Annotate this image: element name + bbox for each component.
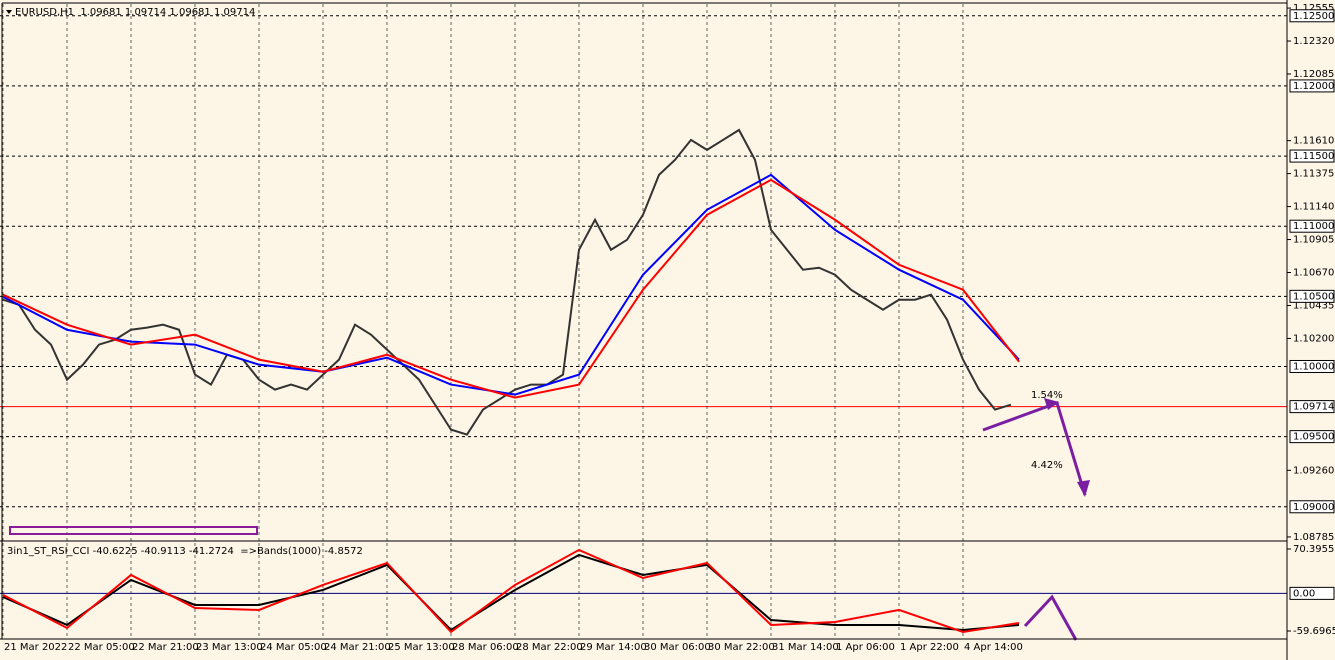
level-box bbox=[1289, 219, 1335, 233]
chart-title: EURUSD,H1 1.09681 1.09714 1.09681 1.0971… bbox=[15, 7, 255, 18]
x-tick-label: 1 Apr 06:00 bbox=[836, 642, 895, 653]
y-tick-label: 1.09260 bbox=[1293, 465, 1334, 476]
y-tick-label: 1.10435 bbox=[1293, 300, 1334, 311]
x-tick-label: 24 Mar 05:00 bbox=[260, 642, 327, 653]
arrow-head bbox=[1044, 398, 1059, 410]
y-tick-label: 1.11140 bbox=[1293, 202, 1334, 213]
x-tick-label: 28 Mar 06:00 bbox=[452, 642, 519, 653]
x-tick-label: 28 Mar 22:00 bbox=[516, 642, 583, 653]
purple-box bbox=[9, 526, 258, 535]
series-line bbox=[2, 548, 1020, 634]
level-label: 1.09500 bbox=[1293, 432, 1334, 443]
level-label: 1.12500 bbox=[1293, 11, 1334, 22]
level-box bbox=[1289, 289, 1335, 303]
level-box bbox=[1289, 430, 1335, 444]
level-label: 1.09000 bbox=[1293, 502, 1334, 513]
level-box bbox=[1289, 500, 1335, 514]
level-box bbox=[1289, 79, 1335, 93]
y-tick-label: 70.3955 bbox=[1293, 544, 1334, 555]
y-tick-label: 1.10670 bbox=[1293, 268, 1334, 279]
x-tick-label: 30 Mar 22:00 bbox=[708, 642, 775, 653]
x-tick-label: 23 Mar 13:00 bbox=[196, 642, 263, 653]
y-tick-label: 1.12085 bbox=[1293, 69, 1334, 80]
level-label: 1.10500 bbox=[1293, 291, 1334, 302]
menu-triangle bbox=[6, 10, 12, 14]
series-line bbox=[2, 173, 1020, 396]
y-tick-label: 1.12320 bbox=[1293, 36, 1334, 47]
x-tick-label: 30 Mar 06:00 bbox=[644, 642, 711, 653]
grid-layer: 1.12555 1.12320 1.12085 1.11610 1.11375 1.111… bbox=[0, 3, 1335, 653]
x-tick-label: 31 Mar 14:00 bbox=[772, 642, 839, 653]
y-tick-label: 1.12555 bbox=[1293, 3, 1334, 14]
indicator-title: 3in1_ST_RSI_CCI -40.6225 -40.9113 -41.27… bbox=[7, 546, 363, 557]
y-tick-label: 1.11610 bbox=[1293, 136, 1334, 147]
y-tick-label: -59.6965 bbox=[1293, 626, 1335, 637]
y-tick-label: 1.10905 bbox=[1293, 235, 1334, 246]
x-tick-label: 22 Mar 05:00 bbox=[68, 642, 135, 653]
level-label: 0.00 bbox=[1293, 588, 1315, 599]
x-tick-label: 22 Mar 21:00 bbox=[132, 642, 199, 653]
current-price-label: 1.09714 bbox=[1293, 402, 1334, 413]
x-tick-label: 4 Apr 14:00 bbox=[964, 642, 1023, 653]
level-label: 1.12000 bbox=[1293, 81, 1334, 92]
y-tick-label: 1.11375 bbox=[1293, 169, 1334, 180]
indicator-arrow bbox=[1023, 594, 1078, 641]
series-line bbox=[2, 178, 1020, 399]
annotation: 1.54% bbox=[1031, 390, 1063, 401]
x-tick-label: 25 Mar 13:00 bbox=[388, 642, 455, 653]
level-box bbox=[1289, 149, 1335, 163]
level-label: 1.11500 bbox=[1293, 151, 1334, 162]
x-tick-label: 29 Mar 14:00 bbox=[580, 642, 647, 653]
level-label: 1.10000 bbox=[1293, 361, 1334, 372]
level-label: 1.11000 bbox=[1293, 221, 1334, 232]
y-tick-label: 1.10200 bbox=[1293, 333, 1334, 344]
x-tick-label: 21 Mar 2022 bbox=[4, 642, 67, 653]
x-tick-label: 1 Apr 22:00 bbox=[900, 642, 959, 653]
annotation: 4.42% bbox=[1031, 460, 1063, 471]
marks-layer: 1.54% 4.42% bbox=[2, 128, 1063, 634]
y-tick-label: 1.08785 bbox=[1293, 532, 1334, 543]
level-box bbox=[1289, 9, 1335, 23]
current-price-box bbox=[1289, 400, 1335, 414]
arrow-head bbox=[1077, 480, 1090, 497]
level-box bbox=[1289, 359, 1335, 373]
x-tick-label: 24 Mar 21:00 bbox=[324, 642, 391, 653]
level-box bbox=[1289, 586, 1335, 600]
